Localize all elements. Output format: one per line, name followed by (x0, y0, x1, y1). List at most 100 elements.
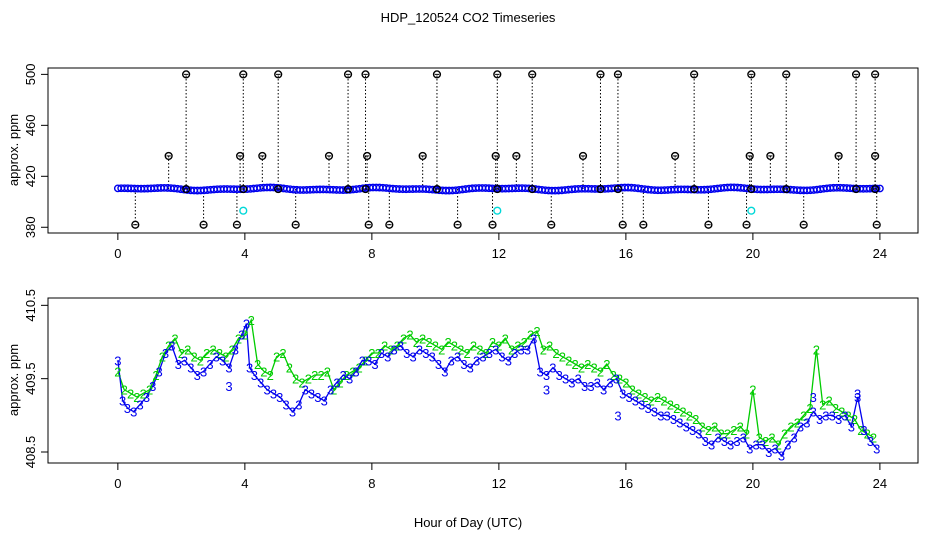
series-2-marker: 2 (660, 394, 667, 409)
series-3-outlier-marker: 3 (543, 383, 550, 398)
top-spike-marker (851, 184, 861, 194)
series-2-marker: 2 (336, 375, 343, 390)
series-3-marker: 3 (587, 379, 594, 394)
series-2-marker: 2 (197, 353, 204, 368)
series-2-marker: 2 (444, 335, 451, 350)
series-2-marker: 2 (311, 368, 318, 383)
series-2-marker: 2 (292, 372, 299, 387)
series-3-marker: 3 (784, 438, 791, 453)
series-2-marker: 2 (673, 401, 680, 416)
series-3-marker: 3 (263, 383, 270, 398)
series-2-marker: 2 (756, 430, 763, 445)
series-3-marker: 3 (460, 357, 467, 372)
series-2-marker: 2 (565, 353, 572, 368)
series-2-marker: 2 (794, 416, 801, 431)
chart-title: HDP_120524 CO2 Timeseries (381, 10, 556, 25)
series-3-marker: 3 (511, 346, 518, 361)
series-2-marker: 2 (203, 346, 210, 361)
series-2-marker: 2 (356, 361, 363, 376)
bottom-y-tick-label: 410.5 (23, 289, 38, 322)
top-y-tick-label: 380 (23, 216, 38, 238)
series-3-outlier-marker: 3 (225, 379, 232, 394)
top-spike-marker (747, 70, 756, 79)
top-spike-marker (432, 70, 442, 79)
series-3-outlier-marker: 3 (614, 408, 621, 423)
series-3-marker: 3 (130, 405, 137, 420)
series-2-marker: 2 (381, 339, 388, 354)
series-2-marker: 2 (330, 383, 337, 398)
top-spike-marker (799, 220, 808, 229)
top-spike-marker (274, 184, 283, 194)
series-3-marker: 3 (810, 405, 817, 420)
series-2-marker: 2 (508, 342, 515, 357)
series-2-marker: 2 (679, 405, 686, 420)
series-2-marker: 2 (476, 342, 483, 357)
x-axis-label: Hour of Day (UTC) (414, 515, 522, 530)
top-spike-marker (742, 220, 751, 229)
series-2-marker: 2 (121, 383, 128, 398)
top-spike-marker (493, 184, 502, 194)
series-2-marker: 2 (648, 394, 655, 409)
series-2-marker: 2 (552, 346, 559, 361)
top-x-tick-label: 4 (241, 246, 248, 261)
series-3-marker: 3 (194, 368, 201, 383)
series-2-marker: 2 (260, 364, 267, 379)
top-x-tick-label: 24 (873, 246, 887, 261)
series-3-marker: 3 (714, 430, 721, 445)
top-spike-marker (432, 184, 442, 194)
series-2-marker: 2 (216, 346, 223, 361)
series-2-marker: 2 (692, 412, 699, 427)
series-3-marker: 3 (613, 372, 620, 387)
series-3-marker: 3 (276, 390, 283, 405)
series-3-marker: 3 (740, 430, 747, 445)
top-spike-marker (235, 151, 245, 161)
bottom-x-tick-label: 8 (368, 476, 375, 491)
bottom-x-axis: 0 4 8 12 16 20 24 (114, 462, 887, 491)
series-3-marker: 3 (143, 390, 150, 405)
top-spike-marker (782, 70, 791, 79)
series-3-marker: 3 (136, 397, 143, 412)
series-3-marker: 3 (479, 350, 486, 365)
series-3-marker: 3 (562, 372, 569, 387)
series-3-marker: 3 (568, 375, 575, 390)
series-3-marker: 3 (854, 390, 861, 405)
series-3-marker: 3 (606, 375, 613, 390)
series-3-marker: 3 (397, 339, 404, 354)
top-y-tick-label: 420 (23, 165, 38, 187)
series-3-marker: 3 (517, 342, 524, 357)
series-2-marker: 2 (140, 386, 147, 401)
series-3-marker: 3 (333, 375, 340, 390)
top-spike-marker (274, 70, 283, 79)
series-2-marker: 2 (654, 390, 661, 405)
series-3-marker: 3 (498, 350, 505, 365)
series-2-marker: 2 (286, 361, 293, 376)
series-2-marker: 2 (432, 339, 439, 354)
series-3-marker: 3 (181, 353, 188, 368)
series-3-marker: 3 (695, 427, 702, 442)
series-3-marker: 3 (683, 419, 690, 434)
series-3-marker: 3 (530, 331, 537, 346)
top-x-tick-label: 20 (746, 246, 760, 261)
series-3-marker: 3 (219, 353, 226, 368)
series-2-marker: 2 (146, 383, 153, 398)
series-3-marker: 3 (848, 419, 855, 434)
series-3-marker: 3 (289, 405, 296, 420)
top-spike-marker (258, 151, 267, 161)
series-3-marker: 3 (492, 342, 499, 357)
series-3-marker: 3 (791, 430, 798, 445)
series-2-marker: 2 (425, 335, 432, 350)
series-2-marker: 2 (279, 346, 286, 361)
series-3-marker: 3 (327, 383, 334, 398)
series-3-marker: 3 (232, 342, 239, 357)
series-3-marker: 3 (778, 449, 785, 464)
top-spike-marker (324, 151, 334, 161)
series-3-marker: 3 (352, 364, 359, 379)
series-2-marker: 2 (241, 328, 248, 343)
series-2-marker: 2 (349, 364, 356, 379)
series-2-marker: 2 (571, 357, 578, 372)
top-spike-marker (491, 151, 500, 161)
series-3-marker: 3 (638, 397, 645, 412)
series-2-marker: 2 (686, 408, 693, 423)
series-2-marker: 2 (762, 434, 769, 449)
